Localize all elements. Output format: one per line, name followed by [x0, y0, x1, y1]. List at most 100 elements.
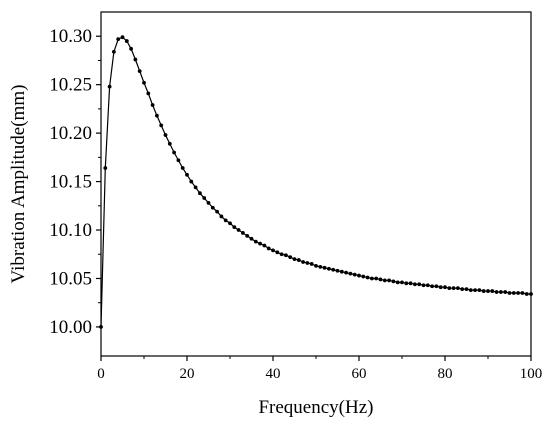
- data-point: [103, 166, 108, 170]
- data-point: [499, 290, 503, 294]
- data-point: [529, 292, 533, 296]
- data-point: [464, 287, 469, 292]
- data-point: [348, 271, 353, 276]
- data-point: [516, 291, 520, 295]
- data-point: [417, 282, 422, 287]
- data-point: [292, 257, 297, 261]
- data-point: [460, 287, 465, 292]
- data-point: [357, 273, 361, 278]
- data-point: [150, 103, 155, 107]
- data-point: [206, 201, 211, 205]
- data-point: [176, 158, 181, 163]
- y-tick-label: 10.25: [49, 75, 92, 96]
- data-point: [309, 262, 314, 266]
- data-point: [494, 290, 499, 294]
- data-point: [159, 123, 164, 128]
- data-point: [116, 37, 121, 42]
- data-point: [133, 57, 138, 62]
- x-tick-label: 40: [266, 366, 281, 382]
- data-point: [447, 286, 452, 291]
- y-tick-label: 10.10: [49, 220, 92, 241]
- data-point: [180, 166, 185, 170]
- data-point: [266, 246, 271, 251]
- data-point: [344, 270, 348, 275]
- x-tick-label: 60: [352, 366, 367, 382]
- data-point: [507, 291, 512, 295]
- y-tick-label: 10.05: [49, 268, 92, 289]
- data-point: [198, 191, 202, 196]
- data-point: [468, 288, 473, 293]
- data-point: [137, 69, 142, 74]
- data-point: [438, 285, 443, 290]
- data-point: [210, 205, 215, 210]
- data-point: [223, 218, 228, 223]
- data-point: [331, 267, 336, 272]
- data-point: [352, 272, 357, 277]
- x-axis: 0 20 40 60 80 100: [97, 356, 542, 382]
- data-point: [425, 283, 430, 288]
- data-point: [335, 268, 340, 273]
- data-point: [219, 214, 224, 219]
- data-point: [120, 35, 125, 40]
- data-point: [451, 286, 456, 291]
- data-point: [202, 196, 207, 200]
- data-point: [318, 264, 323, 269]
- data-point: [430, 284, 434, 289]
- data-point: [228, 221, 232, 226]
- x-axis-title: Frequency(Hz): [258, 397, 373, 418]
- data-point: [301, 260, 305, 264]
- data-point: [524, 292, 529, 296]
- data-point: [481, 289, 486, 293]
- x-tick-label: 100: [520, 366, 543, 382]
- data-point: [387, 278, 391, 283]
- data-point: [163, 133, 168, 137]
- y-tick-label: 10.30: [49, 26, 92, 47]
- data-point: [490, 289, 495, 293]
- data-point: [322, 265, 327, 270]
- data-point: [503, 290, 508, 294]
- series-group: [100, 36, 531, 327]
- y-tick-label: 10.15: [49, 172, 92, 193]
- data-point: [155, 113, 159, 118]
- data-point: [129, 46, 134, 51]
- data-point: [236, 228, 241, 232]
- data-point: [142, 80, 146, 85]
- y-axis: 10.00 10.05 10.10 10.15 10.20 10.25 10.30: [49, 26, 101, 338]
- data-point: [271, 248, 275, 253]
- data-point: [124, 39, 129, 43]
- y-tick-label: 10.00: [49, 317, 92, 338]
- data-point: [443, 285, 447, 290]
- data-point: [284, 253, 288, 258]
- data-point: [99, 325, 103, 329]
- y-tick-label: 10.20: [49, 123, 92, 144]
- data-point: [288, 255, 293, 260]
- data-point: [382, 278, 387, 283]
- data-point: [511, 291, 516, 295]
- data-point: [391, 279, 396, 284]
- data-point: [232, 225, 237, 230]
- plot-frame: [100, 11, 532, 357]
- data-point: [486, 289, 490, 293]
- data-point: [279, 252, 284, 257]
- y-axis-title: Vibration Amplitude(mm): [8, 85, 29, 284]
- data-point: [370, 276, 374, 281]
- data-point: [262, 243, 267, 248]
- data-point: [275, 250, 280, 255]
- data-point: [249, 236, 254, 241]
- data-point: [339, 269, 344, 274]
- data-point: [245, 233, 250, 238]
- x-tick-label: 20: [180, 366, 195, 382]
- data-point: [189, 179, 194, 184]
- series-line: [100, 36, 531, 327]
- data-point: [378, 277, 383, 282]
- data-point: [296, 258, 301, 262]
- data-point: [374, 276, 379, 281]
- data-point: [258, 241, 262, 246]
- data-point: [253, 239, 258, 244]
- data-point: [193, 185, 198, 190]
- data-point: [413, 282, 417, 287]
- data-point: [361, 274, 366, 279]
- data-point: [172, 150, 177, 155]
- data-point: [185, 172, 189, 177]
